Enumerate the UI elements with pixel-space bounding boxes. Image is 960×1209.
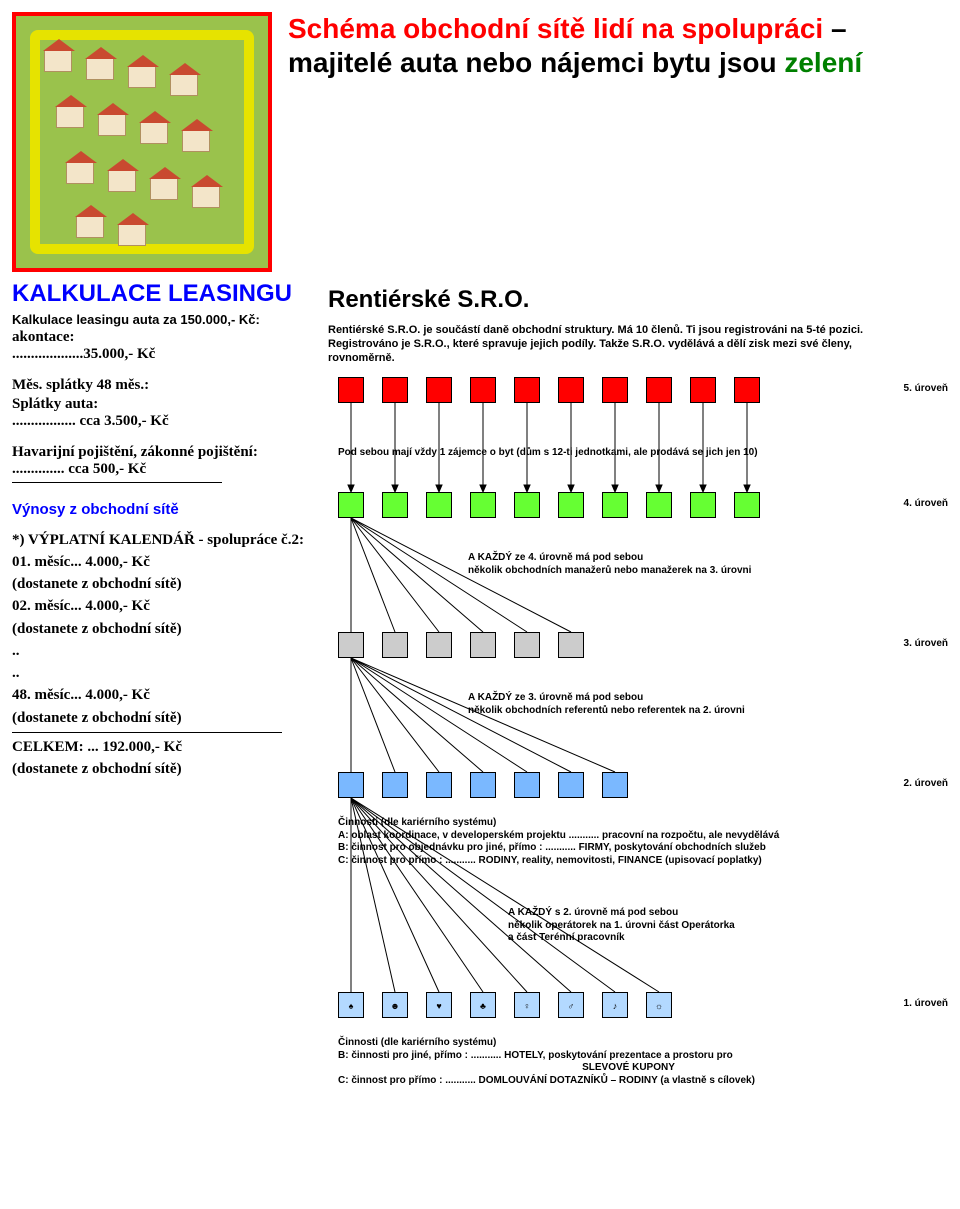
org-diagram: 5. úroveň Pod sebou mají vždy 1 zájemce … [328,377,948,1197]
level2-label: 2. úroveň [904,778,948,789]
node-l4 [382,492,408,518]
node-l3 [426,632,452,658]
month-01-sub: (dostanete z obchodní sítě) [12,574,312,594]
desc-l1a: Činnosti (dle kariérního systému) [338,1037,755,1050]
node-l5 [338,377,364,403]
desc-l2b: A: oblast koordinace, v developerském pr… [338,830,779,843]
node-l2 [382,772,408,798]
desc-l4b-1: A KAŽDÝ ze 4. úrovně má pod sebou [468,552,751,565]
level3-label: 3. úroveň [904,638,948,649]
pojisteni-value: .............. cca 500,- Kč [12,461,312,478]
kalkulace-sub: Kalkulace leasingu auta za 150.000,- Kč: [12,312,312,327]
node-l5 [470,377,496,403]
node-l1: ☻ [382,992,408,1018]
desc-l2e-1: A KAŽDÝ s 2. úrovně má pod sebou [508,907,735,920]
page-headline: Schéma obchodní sítě lidí na spolupráci … [288,12,948,79]
desc-l1c: SLEVOVÉ KUPONY [338,1062,755,1075]
node-l1: ♀ [514,992,540,1018]
node-l5 [426,377,452,403]
splatky-sub: Splátky auta: [12,396,312,413]
desc-l2e-2: několik operátorek na 1. úrovni část Ope… [508,920,735,933]
node-l5 [558,377,584,403]
left-column: KALKULACE LEASINGU Kalkulace leasingu au… [12,280,312,781]
akontace-label: akontace: [12,329,312,346]
dots-1: .. [12,641,312,661]
level5-row [338,377,760,403]
desc-l4a: Pod sebou mají vždy 1 zájemce o byt (dům… [338,447,758,460]
node-l2 [558,772,584,798]
diagram-title: Rentiérské S.R.O. [328,286,948,314]
level4-label: 4. úroveň [904,498,948,509]
celkem-sub: (dostanete z obchodní sítě) [12,759,312,779]
node-l3 [382,632,408,658]
desc-l2a: Činnosti (dle kariérního systému) [338,817,779,830]
node-l2 [470,772,496,798]
level3-row [338,632,584,658]
node-l3 [338,632,364,658]
headline-red: Schéma obchodní sítě lidí na spolupráci [288,13,823,44]
node-l4 [734,492,760,518]
vynosy-heading: Výnosy z obchodní sítě [12,501,312,518]
node-l5 [690,377,716,403]
desc-l1d: C: činnost pro přímo : ........... DOMLO… [338,1075,755,1088]
diagram-intro: Rentiérské S.R.O. je součástí daně obcho… [328,324,908,365]
splatky-value: ................. cca 3.500,- Kč [12,413,312,430]
right-column: Rentiérské S.R.O. Rentiérské S.R.O. je s… [328,280,948,1197]
node-l5 [382,377,408,403]
node-l5 [602,377,628,403]
node-l3 [470,632,496,658]
month-02-sub: (dostanete z obchodní sítě) [12,619,312,639]
dots-2: .. [12,663,312,683]
month-02: 02. měsíc... 4.000,- Kč [12,596,312,616]
node-l2 [514,772,540,798]
node-l4 [558,492,584,518]
node-l3 [514,632,540,658]
node-l4 [690,492,716,518]
level1-label: 1. úroveň [904,998,948,1009]
node-l1: ♠ [338,992,364,1018]
node-l1: ☼ [646,992,672,1018]
level5-label: 5. úroveň [904,383,948,394]
desc-l2d: C: činnost pro přímo : ........... RODIN… [338,855,779,868]
celkem: CELKEM: ... 192.000,- Kč [12,737,312,757]
desc-l3b-1: A KAŽDÝ ze 3. úrovně má pod sebou [468,692,745,705]
node-l5 [514,377,540,403]
node-l4 [602,492,628,518]
month-48: 48. měsíc... 4.000,- Kč [12,685,312,705]
kalkulace-title: KALKULACE LEASINGU [12,280,312,308]
node-l1: ♂ [558,992,584,1018]
desc-l1b: B: činnosti pro jiné, přímo : ..........… [338,1050,755,1063]
node-l3 [558,632,584,658]
level4-row [338,492,760,518]
node-l4 [470,492,496,518]
akontace-value: ...................35.000,- Kč [12,346,312,363]
node-l5 [734,377,760,403]
node-l1: ♪ [602,992,628,1018]
node-l4 [646,492,672,518]
desc-l2c: B: činnost pro objednávku pro jiné, přím… [338,842,779,855]
node-l1: ♥ [426,992,452,1018]
level2-row [338,772,628,798]
splatky-label: Měs. splátky 48 měs.: [12,377,312,394]
desc-l4b-2: několik obchodních manažerů nebo manažer… [468,565,751,578]
node-l1: ♣ [470,992,496,1018]
node-l2 [602,772,628,798]
level1-row: ♠ ☻ ♥ ♣ ♀ ♂ ♪ ☼ [338,992,672,1018]
headline-green: zelení [784,47,862,78]
node-l4 [338,492,364,518]
month-01: 01. měsíc... 4.000,- Kč [12,552,312,572]
node-l4 [426,492,452,518]
neighborhood-thumbnail [12,12,272,272]
node-l4 [514,492,540,518]
kal-title: *) VÝPLATNÍ KALENDÁŘ - spolupráce č.2: [12,530,312,550]
pojisteni-label: Havarijní pojištění, zákonné pojištění: [12,444,312,461]
node-l2 [338,772,364,798]
desc-l3b-2: několik obchodních referentů nebo refere… [468,705,745,718]
node-l5 [646,377,672,403]
node-l2 [426,772,452,798]
desc-l2e-3: a část Terénní pracovník [508,932,735,945]
month-48-sub: (dostanete z obchodní sítě) [12,708,312,728]
